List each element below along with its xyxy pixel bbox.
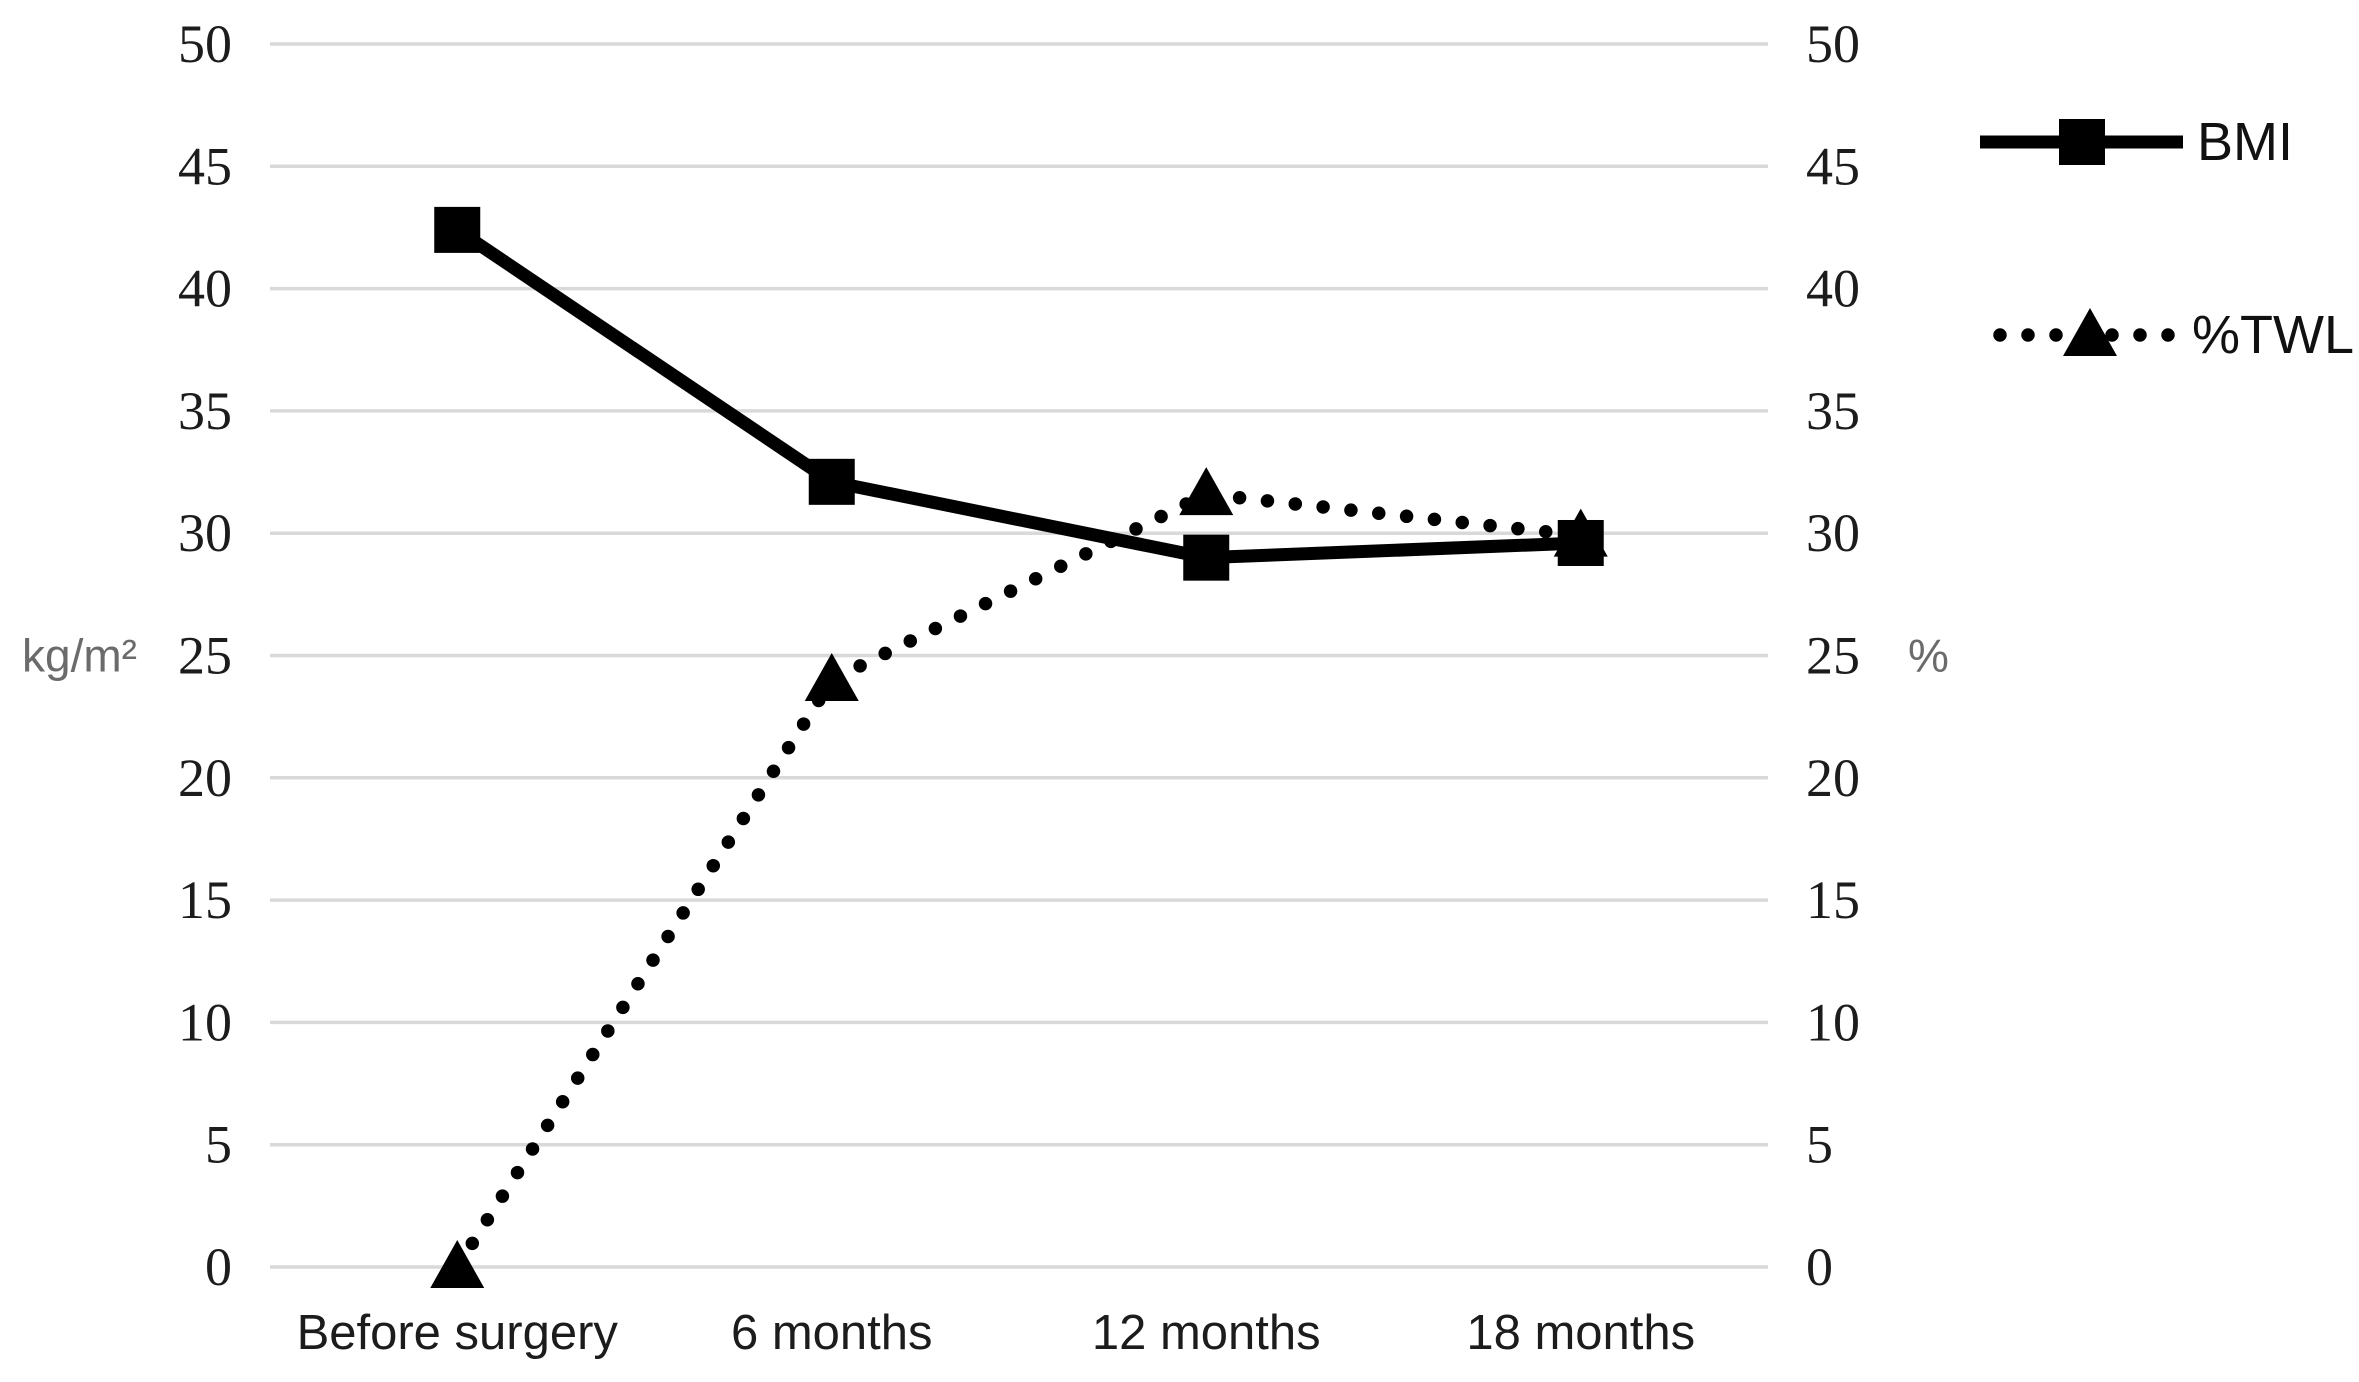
square-marker xyxy=(1557,519,1604,566)
right-axis-tick: 45 xyxy=(1806,136,1860,196)
right-axis-tick: 50 xyxy=(1806,14,1860,74)
triangle-marker xyxy=(804,652,859,701)
left-axis-tick: 30 xyxy=(178,503,232,563)
left-axis-tick: 45 xyxy=(178,136,232,196)
left-axis-unit-label: kg/m² xyxy=(22,630,137,682)
triangle-marker xyxy=(1179,467,1234,516)
triangle-marker xyxy=(430,1240,485,1288)
left-axis-tick: 0 xyxy=(205,1237,232,1297)
x-axis-category-label: 12 months xyxy=(1092,1306,1321,1360)
square-marker xyxy=(434,206,481,253)
right-axis-tick: 40 xyxy=(1806,259,1860,319)
legend-item-twl: %TWL xyxy=(1993,305,2354,365)
legend-label: %TWL xyxy=(2192,305,2354,365)
x-axis-category-label: 18 months xyxy=(1466,1306,1695,1360)
x-axis-category-label: 6 months xyxy=(731,1306,933,1360)
square-marker xyxy=(808,458,855,505)
legend-item-bmi: BMI xyxy=(1980,112,2293,172)
right-axis-tick: 35 xyxy=(1806,381,1860,441)
left-axis-tick: 40 xyxy=(178,259,232,319)
square-marker xyxy=(2059,119,2105,165)
x-axis-category-label: Before surgery xyxy=(297,1306,619,1360)
left-axis-tick: 15 xyxy=(178,870,232,930)
series-twl xyxy=(430,467,1608,1288)
%TWL-line xyxy=(450,487,1588,1274)
left-axis-tick: 35 xyxy=(178,381,232,441)
series-bmi xyxy=(434,206,1604,581)
right-axis-tick: 15 xyxy=(1806,870,1860,930)
right-axis-tick: 30 xyxy=(1806,503,1860,563)
BMI-line xyxy=(453,224,1582,565)
legend-label: BMI xyxy=(2197,112,2293,172)
left-axis-tick: 25 xyxy=(178,626,232,686)
right-axis-tick: 5 xyxy=(1806,1115,1833,1175)
left-axis-tick: 5 xyxy=(205,1115,232,1175)
triangle-marker xyxy=(2063,308,2117,356)
square-marker xyxy=(1183,534,1230,581)
right-axis-tick: 10 xyxy=(1806,992,1860,1052)
right-axis-tick: 20 xyxy=(1806,748,1860,808)
left-axis-tick: 20 xyxy=(178,748,232,808)
right-axis-unit-label: % xyxy=(1908,630,1949,682)
left-axis-tick: 10 xyxy=(178,992,232,1052)
right-axis-tick: 0 xyxy=(1806,1237,1833,1297)
left-axis-tick: 50 xyxy=(178,14,232,74)
right-axis-tick: 25 xyxy=(1806,626,1860,686)
